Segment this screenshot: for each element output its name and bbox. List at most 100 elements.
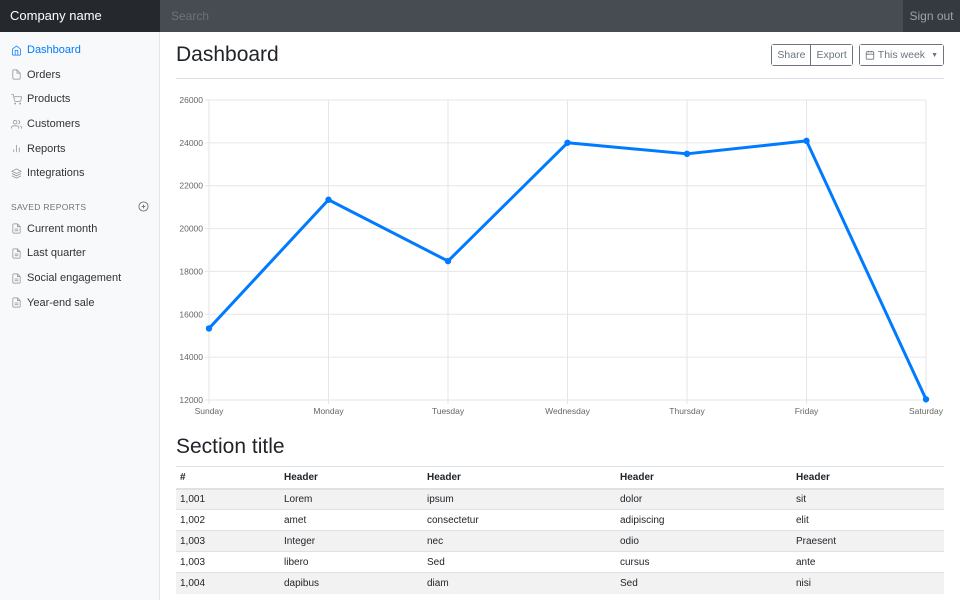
- table-cell: 1,003: [176, 551, 280, 573]
- share-button[interactable]: Share: [772, 45, 811, 65]
- sidebar: Dashboard Orders Products Customers Repo…: [0, 32, 160, 600]
- saved-report-item[interactable]: Year-end sale: [0, 290, 159, 315]
- sidebar-item-dashboard[interactable]: Dashboard: [0, 38, 159, 63]
- table-cell: dolor: [616, 488, 792, 510]
- saved-report-item[interactable]: Social engagement: [0, 266, 159, 291]
- table-cell: adipiscing: [616, 509, 792, 531]
- table-cell: libero: [280, 551, 423, 573]
- saved-reports-heading: SAVED REPORTS: [0, 197, 159, 217]
- data-point: [922, 396, 930, 403]
- sidebar-item-orders[interactable]: Orders: [0, 63, 159, 88]
- y-tick-label: 22000: [179, 181, 203, 191]
- x-tick-label: Friday: [795, 406, 819, 416]
- table-cell: 1,001: [176, 488, 280, 510]
- y-tick-label: 14000: [179, 352, 203, 362]
- table-cell: 1,002: [176, 509, 280, 531]
- saved-report-item[interactable]: Last quarter: [0, 241, 159, 266]
- sidebar-item-label: Reports: [27, 142, 66, 155]
- search-input[interactable]: [160, 0, 903, 32]
- column-header: Header: [280, 466, 423, 490]
- saved-report-label: Social engagement: [27, 272, 122, 285]
- sign-out-link[interactable]: Sign out: [903, 0, 960, 32]
- table-cell: Praesent: [792, 530, 944, 552]
- y-tick-label: 26000: [179, 95, 203, 105]
- saved-report-label: Year-end sale: [27, 296, 95, 309]
- saved-report-label: Last quarter: [27, 247, 86, 260]
- data-point: [564, 139, 571, 146]
- table-cell: ipsum: [423, 488, 616, 510]
- period-label: This week: [877, 48, 926, 61]
- table-cell: nec: [423, 530, 616, 552]
- file-text-icon: [12, 297, 21, 308]
- table-cell: amet: [280, 509, 423, 531]
- data-point: [444, 257, 452, 265]
- saved-report-item[interactable]: Current month: [0, 217, 159, 242]
- saved-report-label: Current month: [27, 222, 98, 235]
- file-text-icon: [12, 223, 21, 234]
- sidebar-item-integrations[interactable]: Integrations: [0, 161, 159, 186]
- layers-icon: [11, 168, 22, 179]
- y-tick-label: 18000: [179, 266, 203, 276]
- table-cell: 1,003: [176, 530, 280, 552]
- sidebar-item-label: Products: [27, 93, 71, 106]
- sidebar-item-products[interactable]: Products: [0, 87, 159, 112]
- data-point: [803, 137, 810, 145]
- caret-down-icon: ▼: [931, 51, 938, 59]
- calendar-icon: [865, 50, 874, 60]
- shopping-cart-icon: [11, 94, 22, 105]
- table-cell: cursus: [616, 551, 792, 573]
- x-tick-label: Monday: [313, 406, 344, 416]
- x-tick-label: Thursday: [669, 406, 705, 416]
- x-tick-label: Tuesday: [432, 406, 465, 416]
- table-row: 1,003 libero Sed cursus ante: [176, 551, 944, 573]
- x-tick-label: Saturday: [909, 406, 944, 416]
- bar-chart-icon: [13, 145, 20, 153]
- table-cell: Integer: [280, 530, 423, 552]
- sidebar-item-reports[interactable]: Reports: [0, 136, 159, 161]
- page-title: Dashboard: [176, 43, 279, 66]
- table-cell: elit: [792, 509, 944, 531]
- column-header: Header: [423, 466, 616, 490]
- y-tick-label: 16000: [179, 309, 203, 319]
- table-row: 1,004 dapibus diam Sed nisi: [176, 572, 944, 594]
- data-point: [683, 150, 691, 158]
- y-tick-label: 20000: [179, 224, 203, 234]
- x-tick-label: Wednesday: [545, 406, 590, 416]
- line-chart: 12000 14000 16000 18000 20000 22000 24000 26000…: [179, 95, 944, 416]
- table-cell: consectetur: [423, 509, 616, 531]
- brand-link[interactable]: Company name: [0, 0, 160, 32]
- export-button[interactable]: Export: [810, 45, 852, 65]
- table-row: 1,001 Lorem ipsum dolor sit: [176, 488, 944, 510]
- sidebar-item-label: Customers: [27, 118, 81, 131]
- sidebar-item-customers[interactable]: Customers: [0, 112, 159, 137]
- table-cell: Lorem: [280, 488, 423, 510]
- table-cell: dapibus: [280, 572, 423, 594]
- sidebar-item-label: Dashboard: [27, 44, 81, 57]
- y-tick-label: 24000: [179, 138, 203, 148]
- users-icon: [11, 119, 22, 129]
- data-point: [205, 325, 213, 332]
- period-dropdown[interactable]: This week ▼: [859, 45, 943, 65]
- table-cell: diam: [423, 572, 616, 594]
- saved-reports-label: SAVED REPORTS: [11, 201, 87, 212]
- section-title: Section title: [176, 435, 285, 458]
- file-icon: [12, 69, 21, 80]
- table-cell: Sed: [616, 572, 792, 594]
- sidebar-item-label: Orders: [27, 68, 61, 81]
- table-row: 1,003 Integer nec odio Praesent: [176, 530, 944, 552]
- top-navbar: Company name Sign out: [0, 0, 960, 32]
- x-tick-label: Sunday: [195, 406, 225, 416]
- table-cell: 1,004: [176, 572, 280, 594]
- plus-circle-icon[interactable]: [138, 201, 149, 212]
- table-row: 1,002 amet consectetur adipiscing elit: [176, 509, 944, 531]
- home-icon: [12, 45, 21, 56]
- sidebar-item-label: Integrations: [27, 167, 85, 180]
- table-cell: Sed: [423, 551, 616, 573]
- table-cell: nisi: [792, 572, 944, 594]
- table-cell: sit: [792, 488, 944, 510]
- file-text-icon: [12, 248, 21, 259]
- table-cell: ante: [792, 551, 944, 573]
- main-content: Dashboard Share Export This week ▼: [176, 32, 944, 79]
- file-text-icon: [12, 273, 21, 283]
- y-tick-label: 12000: [179, 395, 203, 405]
